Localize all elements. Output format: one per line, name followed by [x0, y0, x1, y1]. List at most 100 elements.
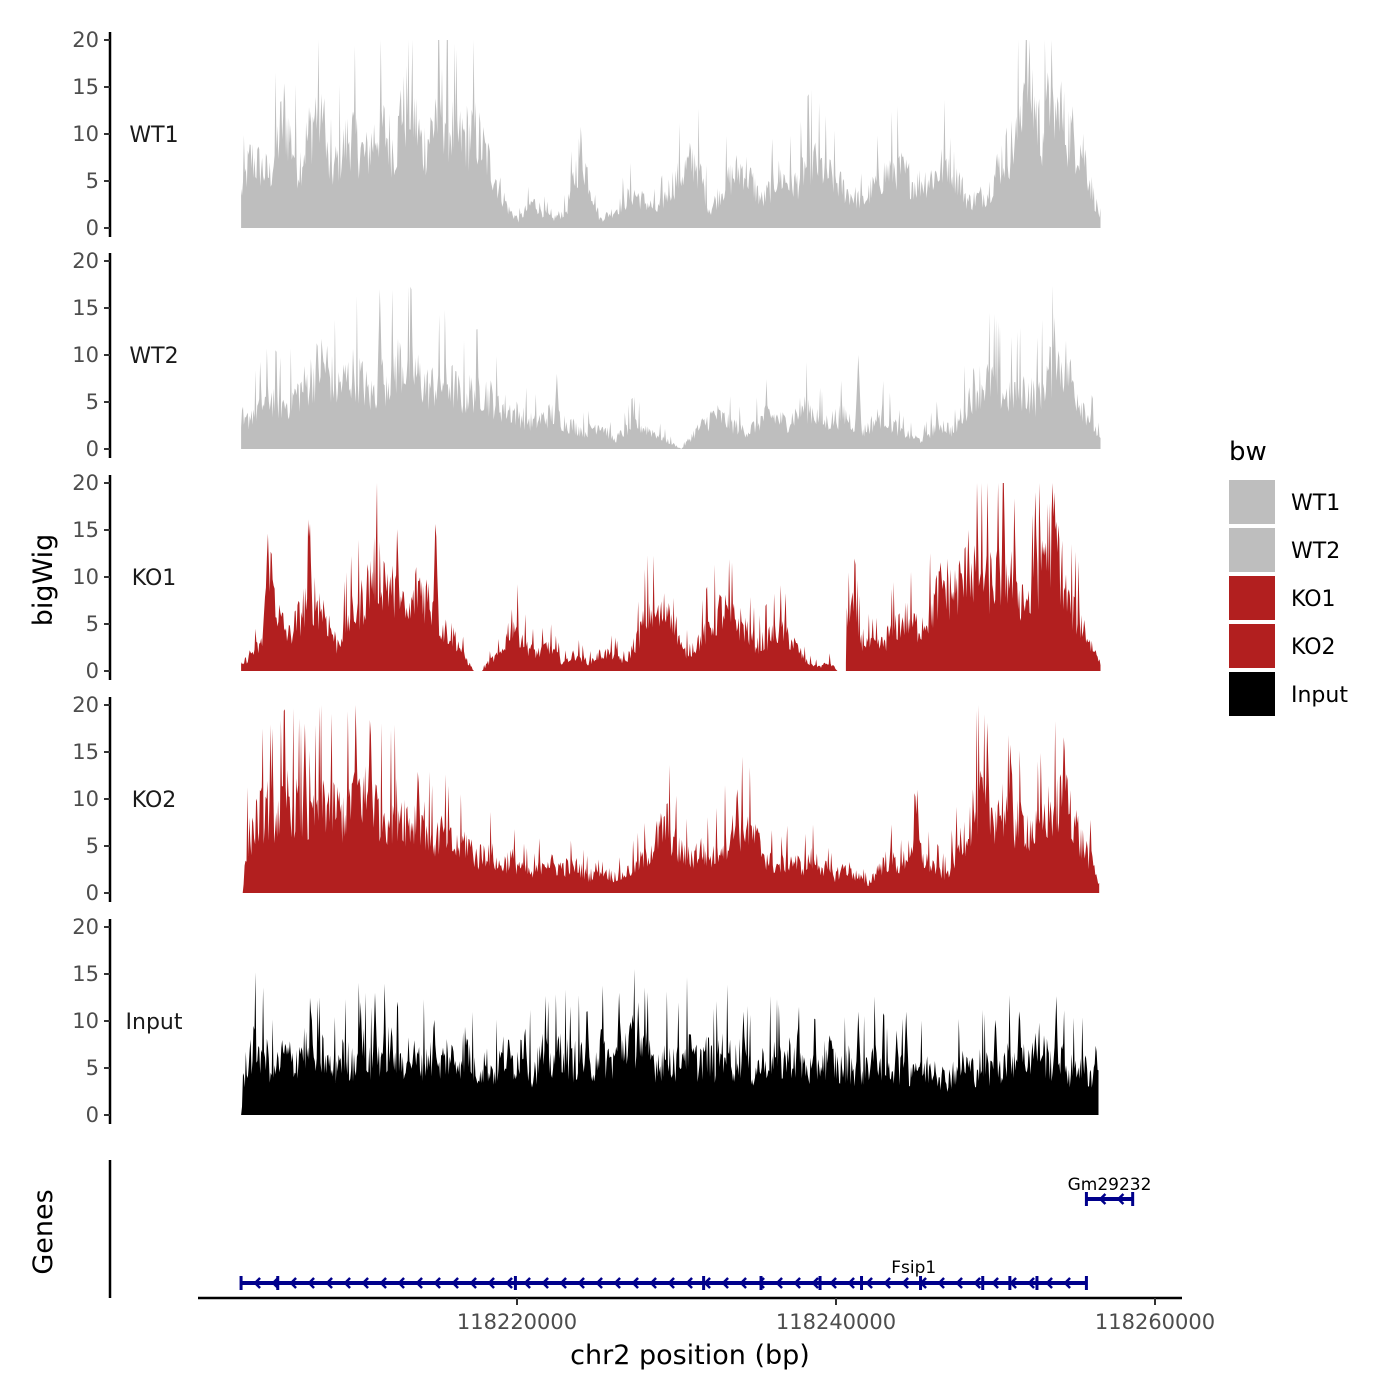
strand-arrow — [1098, 1193, 1107, 1205]
y-tick-label: 10 — [72, 1009, 99, 1033]
strand-arrow — [1116, 1193, 1125, 1205]
y-tick-label: 0 — [86, 1103, 99, 1127]
legend-label: KO2 — [1291, 635, 1336, 660]
strand-arrow — [1009, 1277, 1017, 1289]
y-tick-label: 0 — [86, 659, 99, 683]
x-axis: 118220000 118240000 118260000 — [198, 1296, 1215, 1334]
strand-arrow — [469, 1277, 477, 1289]
strand-arrow — [667, 1277, 675, 1289]
gene-Fsip1: Fsip1 — [239, 1258, 1088, 1290]
strand-arrow — [325, 1277, 333, 1289]
y-axis-title: bigWig — [28, 534, 59, 627]
x-tick-label: 118260000 — [1095, 1310, 1215, 1334]
legend-item-KO2: KO2 — [1229, 624, 1336, 668]
strand-arrow — [937, 1277, 945, 1289]
strand-arrow — [361, 1277, 369, 1289]
x-tick-label: 118240000 — [776, 1310, 896, 1334]
y-tick-label: 0 — [86, 437, 99, 461]
coverage-area — [241, 483, 474, 671]
track-Input: 0 5 10 15 20 Input — [72, 915, 1099, 1127]
gene-Gm29232: Gm29232 — [1068, 1175, 1152, 1206]
coverage-area — [482, 555, 838, 671]
gene-label: Gm29232 — [1068, 1175, 1152, 1195]
strand-arrow — [883, 1277, 891, 1289]
genes-axis-title: Genes — [28, 1189, 59, 1274]
strand-arrow — [559, 1277, 567, 1289]
legend-item-KO1: KO1 — [1229, 576, 1336, 620]
legend-label: WT1 — [1291, 491, 1340, 516]
track-label: WT1 — [129, 123, 178, 148]
strand-arrow — [397, 1277, 405, 1289]
gene-label: Fsip1 — [891, 1258, 936, 1278]
track-KO2: 0 5 10 15 20 KO2 — [72, 693, 1100, 905]
strand-arrow — [991, 1277, 999, 1289]
x-axis-title: chr2 position (bp) — [570, 1340, 810, 1371]
strand-arrow — [919, 1277, 927, 1289]
y-tick-label: 5 — [86, 169, 99, 193]
legend-swatch — [1229, 576, 1275, 620]
strand-arrow — [541, 1277, 549, 1289]
strand-arrow — [739, 1277, 747, 1289]
strand-arrow — [649, 1277, 657, 1289]
strand-arrow — [271, 1277, 279, 1289]
legend-swatch — [1229, 672, 1275, 716]
y-tick-label: 10 — [72, 122, 99, 146]
strand-arrow — [379, 1277, 387, 1289]
y-tick-label: 15 — [72, 296, 99, 320]
y-tick-label: 15 — [72, 518, 99, 542]
legend-item-WT2: WT2 — [1229, 528, 1340, 572]
strand-arrow — [595, 1277, 603, 1289]
y-tick-label: 20 — [72, 693, 99, 717]
legend-label: WT2 — [1291, 539, 1340, 564]
y-tick-label: 5 — [86, 390, 99, 414]
track-WT2: 0 5 10 15 20 WT2 — [72, 249, 1101, 461]
strand-arrow — [523, 1277, 531, 1289]
coverage-tracks: 0 5 10 15 20 WT1 0 5 10 15 20 WT2 0 5 10 15 20 KO1 0 5 10 15 2… — [72, 28, 1101, 1127]
legend-swatch — [1229, 528, 1275, 572]
legend-item-Input: Input — [1229, 672, 1348, 716]
y-tick-label: 10 — [72, 343, 99, 367]
strand-arrow — [1063, 1277, 1071, 1289]
y-tick-label: 15 — [72, 962, 99, 986]
strand-arrow — [451, 1277, 459, 1289]
track-KO1: 0 5 10 15 20 KO1 — [72, 471, 1101, 683]
legend-swatch — [1229, 624, 1275, 668]
track-label: KO1 — [132, 566, 177, 591]
strand-arrow — [487, 1277, 495, 1289]
y-tick-label: 15 — [72, 740, 99, 764]
legend-swatch — [1229, 480, 1275, 524]
strand-arrow — [811, 1277, 819, 1289]
strand-arrow — [847, 1277, 855, 1289]
legend-title: bw — [1229, 437, 1267, 467]
y-tick-label: 0 — [86, 881, 99, 905]
y-tick-label: 20 — [72, 471, 99, 495]
x-tick-label: 118220000 — [457, 1310, 577, 1334]
y-tick-label: 10 — [72, 787, 99, 811]
coverage-area — [845, 483, 1101, 671]
y-tick-label: 10 — [72, 565, 99, 589]
strand-arrow — [721, 1277, 729, 1289]
strand-arrow — [343, 1277, 351, 1289]
strand-arrow — [415, 1277, 423, 1289]
strand-arrow — [829, 1277, 837, 1289]
y-tick-label: 20 — [72, 915, 99, 939]
strand-arrow — [307, 1277, 315, 1289]
y-tick-label: 5 — [86, 612, 99, 636]
legend-item-WT1: WT1 — [1229, 480, 1340, 524]
y-tick-label: 20 — [72, 249, 99, 273]
y-tick-label: 20 — [72, 28, 99, 52]
y-tick-label: 0 — [86, 216, 99, 240]
strand-arrow — [775, 1277, 783, 1289]
coverage-area — [242, 705, 1100, 893]
coverage-area — [241, 40, 1101, 228]
strand-arrow — [1027, 1277, 1035, 1289]
y-tick-label: 15 — [72, 75, 99, 99]
strand-arrow — [973, 1277, 981, 1289]
legend-label: KO1 — [1291, 587, 1336, 612]
strand-arrow — [901, 1277, 909, 1289]
coverage-area — [241, 285, 1101, 449]
y-tick-label: 5 — [86, 834, 99, 858]
strand-arrow — [757, 1277, 765, 1289]
strand-arrow — [253, 1277, 261, 1289]
